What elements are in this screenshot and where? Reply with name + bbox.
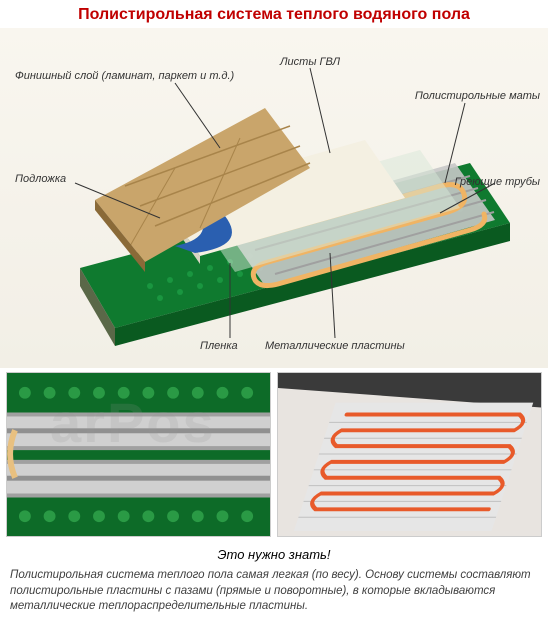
main-title: Полистирольная система теплого водяного … [0, 0, 548, 28]
photo-right [277, 372, 542, 537]
label-underlay: Подложка [15, 173, 66, 185]
photo-row [0, 368, 548, 541]
label-plates: Металлические пластины [265, 340, 405, 352]
exploded-diagram: Финишный слой (ламинат, паркет и т.д.) П… [0, 28, 548, 368]
label-gvl: Листы ГВЛ [280, 56, 340, 68]
label-film: Пленка [200, 340, 238, 352]
label-pipes: Греющие трубы [455, 176, 540, 188]
description: Полистирольная система теплого пола сама… [0, 566, 548, 621]
photo-left [6, 372, 271, 537]
label-finish: Финишный слой (ламинат, паркет и т.д.) [15, 70, 234, 82]
label-mats: Полистирольные маты [415, 90, 540, 102]
caption: Это нужно знать! [0, 541, 548, 566]
